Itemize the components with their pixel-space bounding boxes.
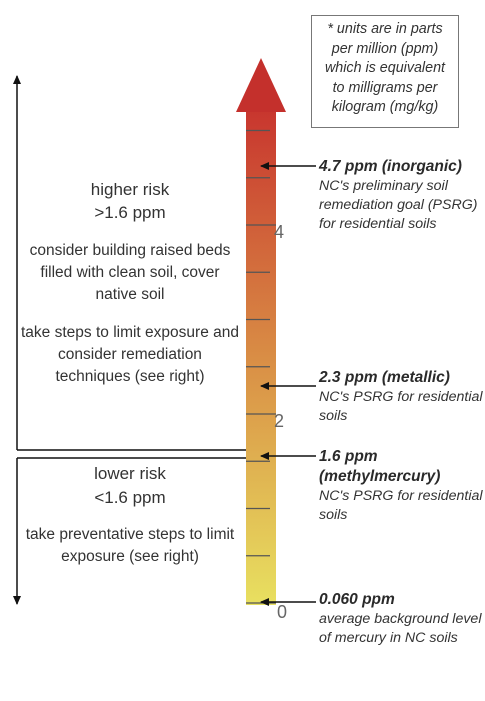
- annotation-description: NC's preliminary soil remediation goal (…: [319, 178, 478, 232]
- lower-risk-advice: take preventative steps to limit exposur…: [25, 526, 235, 565]
- annotation-methylmercury: 1.6 ppm (methylmercury) NC's PSRG for re…: [319, 447, 485, 525]
- annotation-inorganic: 4.7 ppm (inorganic) NC's preliminary soi…: [319, 157, 485, 234]
- higher-risk-title: higher risk >1.6 ppm: [20, 178, 240, 224]
- units-note: * units are in parts per million (ppm) w…: [311, 15, 459, 128]
- higher-risk-heading: higher risk: [90, 180, 170, 199]
- annotation-description: NC's PSRG for residential soils: [319, 389, 483, 424]
- lower-risk-heading: lower risk: [94, 464, 166, 483]
- higher-risk-threshold: >1.6 ppm: [94, 203, 166, 222]
- lower-risk-title: lower risk <1.6 ppm: [20, 462, 240, 510]
- risk-scale-bar: [246, 108, 276, 605]
- annotation-description: NC's PSRG for residential soils: [319, 488, 483, 523]
- tick-label-2: 2: [274, 411, 284, 431]
- tick-label-0: 0: [277, 602, 287, 622]
- annotation-value: 2.3 ppm (metallic): [319, 369, 450, 386]
- tick-label-4: 4: [274, 222, 284, 242]
- annotation-metallic: 2.3 ppm (metallic) NC's PSRG for residen…: [319, 368, 485, 426]
- lower-risk-threshold: <1.6 ppm: [94, 488, 166, 507]
- annotation-value: 0.060 ppm: [319, 591, 395, 608]
- annotation-description: average background level of mercury in N…: [319, 611, 482, 646]
- scale-arrow-head: [236, 58, 286, 112]
- annotation-value: 1.6 ppm (methylmercury): [319, 448, 441, 485]
- annotation-value: 4.7 ppm (inorganic): [319, 158, 462, 175]
- higher-risk-advice-2: take steps to limit exposure and conside…: [21, 324, 239, 385]
- higher-risk-advice-1: consider building raised beds filled wit…: [29, 242, 231, 303]
- annotation-background: 0.060 ppm average background level of me…: [319, 590, 485, 648]
